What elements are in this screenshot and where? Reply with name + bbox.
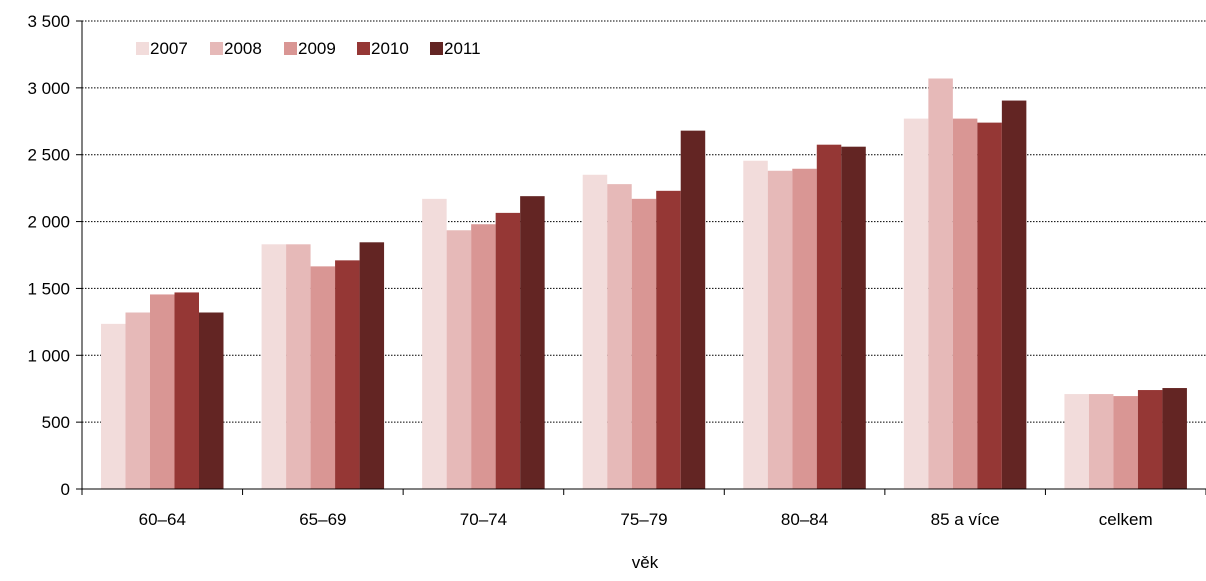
- bar-2008-2: [286, 244, 311, 489]
- legend: 2007 2008 2009 2010 2011: [136, 39, 481, 58]
- bars: [101, 78, 1187, 490]
- x-tick-label: 70–74: [460, 510, 507, 529]
- bar-2009-1: [150, 294, 175, 489]
- legend-label-2010: 2010: [371, 39, 409, 58]
- y-tick-label: 3 000: [27, 79, 70, 98]
- legend-swatch-2010: [357, 42, 370, 55]
- bar-2010-4: [656, 190, 681, 489]
- bar-2007-5: [743, 160, 768, 489]
- bar-2007-6: [903, 118, 929, 490]
- y-tick-label: 3 500: [27, 12, 70, 31]
- legend-label-2011: 2011: [444, 39, 481, 58]
- y-tick-label: 2 000: [27, 213, 70, 232]
- bar-2011-7: [1162, 388, 1187, 489]
- y-tick-label: 0: [61, 480, 70, 499]
- bar-2008-4: [607, 184, 632, 490]
- bar-2011-3: [520, 196, 545, 489]
- legend-swatch-2009: [284, 42, 297, 55]
- bar-2011-2: [359, 242, 385, 489]
- legend-label-2008: 2008: [224, 39, 262, 58]
- bar-2009-3: [471, 224, 496, 489]
- x-tick-label: celkem: [1099, 510, 1153, 529]
- x-tick-label: 65–69: [299, 510, 346, 529]
- x-tick-label: 75–79: [620, 510, 667, 529]
- bar-2008-3: [446, 230, 472, 489]
- bar-2011-6: [1001, 100, 1027, 489]
- bar-2009-7: [1113, 396, 1138, 489]
- bar-2010-1: [174, 292, 199, 489]
- x-axis-label: věk: [632, 553, 659, 572]
- axes: 0 500 1 000 1 500 2 000 2 500 3 000 3 500 60–64 6…: [27, 12, 1206, 529]
- bar-2010-3: [495, 212, 521, 489]
- bar-2007-4: [582, 174, 608, 489]
- bar-2008-7: [1088, 394, 1114, 489]
- bar-2007-3: [422, 198, 447, 489]
- bar-2009-2: [310, 266, 336, 489]
- bar-2007-2: [261, 244, 287, 489]
- y-tick-label: 1 500: [27, 279, 70, 298]
- bar-2011-4: [680, 130, 706, 489]
- bar-2010-2: [335, 260, 360, 489]
- bar-2010-5: [816, 144, 842, 489]
- bar-2011-5: [841, 146, 866, 490]
- x-tick-label: 80–84: [781, 510, 828, 529]
- bar-2011-1: [199, 312, 224, 489]
- y-tick-label: 1 000: [27, 346, 70, 365]
- bar-2008-6: [928, 78, 953, 490]
- x-tick-label: 85 a více: [931, 510, 1000, 529]
- bar-2009-5: [792, 168, 817, 490]
- bar-2010-6: [977, 122, 1002, 489]
- bar-2008-1: [125, 312, 150, 489]
- legend-swatch-2008: [210, 42, 223, 55]
- x-tick-label: 60–64: [139, 510, 186, 529]
- bar-2009-4: [631, 198, 657, 489]
- bar-2009-6: [952, 118, 978, 490]
- legend-swatch-2011: [430, 42, 443, 55]
- bar-2010-7: [1137, 390, 1163, 489]
- y-tick-label: 500: [42, 413, 70, 432]
- legend-label-2009: 2009: [298, 39, 336, 58]
- bar-2007-7: [1064, 394, 1089, 489]
- bar-2007-1: [101, 323, 126, 489]
- bar-2008-5: [767, 170, 793, 489]
- legend-label-2007: 2007: [150, 39, 188, 58]
- y-tick-label: 2 500: [27, 146, 70, 165]
- legend-swatch-2007: [136, 42, 149, 55]
